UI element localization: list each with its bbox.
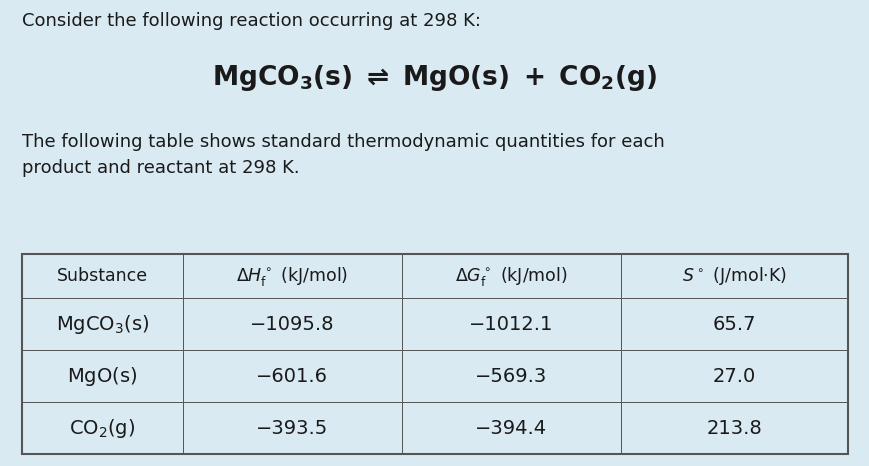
Bar	[401, 402, 620, 454]
Bar	[182, 350, 401, 402]
Text: $\Delta G^\circ_\mathrm{f}\ \mathrm{(kJ/mol)}$: $\Delta G^\circ_\mathrm{f}\ \mathrm{(kJ/…	[454, 265, 567, 288]
Text: Consider the following reaction occurring at 298 K:: Consider the following reaction occurrin…	[22, 12, 481, 30]
Text: $S^\circ\ \mathrm{(J/mol{\cdot}K)}$: $S^\circ\ \mathrm{(J/mol{\cdot}K)}$	[681, 265, 786, 287]
Bar	[620, 254, 847, 298]
Text: −393.5: −393.5	[256, 419, 328, 438]
Bar	[182, 254, 401, 298]
Text: $\mathbf{MgCO_3(s)\ \rightleftharpoons\ MgO(s)\ +\ CO_2(g)}$: $\mathbf{MgCO_3(s)\ \rightleftharpoons\ …	[212, 63, 657, 93]
Text: $\mathrm{MgO(s)}$: $\mathrm{MgO(s)}$	[67, 365, 137, 388]
Text: −601.6: −601.6	[256, 367, 328, 386]
Bar	[182, 298, 401, 350]
Text: 213.8: 213.8	[706, 419, 761, 438]
Text: $\mathrm{CO_2(g)}$: $\mathrm{CO_2(g)}$	[69, 417, 136, 440]
Text: 27.0: 27.0	[713, 367, 755, 386]
Bar	[22, 254, 847, 454]
Bar	[22, 402, 182, 454]
Bar	[401, 350, 620, 402]
Text: $\mathrm{MgCO_3(s)}$: $\mathrm{MgCO_3(s)}$	[56, 313, 149, 336]
Bar	[182, 402, 401, 454]
Text: −569.3: −569.3	[474, 367, 547, 386]
Text: 65.7: 65.7	[712, 315, 755, 334]
Text: The following table shows standard thermodynamic quantities for each
product and: The following table shows standard therm…	[22, 133, 664, 177]
Bar	[401, 298, 620, 350]
Bar	[620, 402, 847, 454]
Text: $\Delta H^\circ_\mathrm{f}\ \mathrm{(kJ/mol)}$: $\Delta H^\circ_\mathrm{f}\ \mathrm{(kJ/…	[236, 265, 348, 288]
Text: Substance: Substance	[56, 267, 148, 285]
Bar	[22, 298, 182, 350]
Bar	[620, 298, 847, 350]
Text: −1095.8: −1095.8	[250, 315, 335, 334]
Bar	[22, 254, 182, 298]
Text: −1012.1: −1012.1	[468, 315, 553, 334]
Bar	[401, 254, 620, 298]
Bar	[22, 350, 182, 402]
Bar	[620, 350, 847, 402]
Text: −394.4: −394.4	[474, 419, 547, 438]
